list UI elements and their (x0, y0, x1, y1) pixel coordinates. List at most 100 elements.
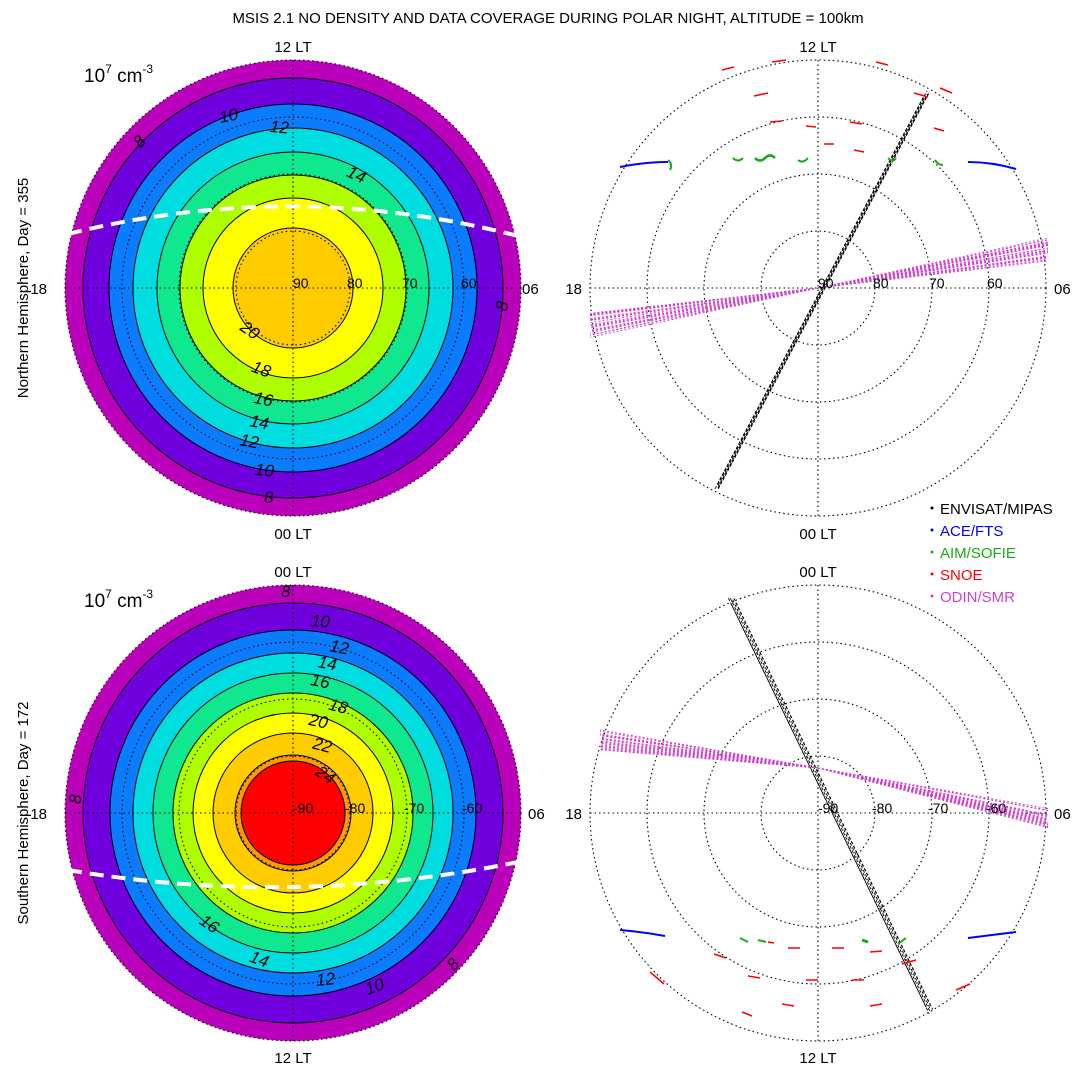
south-contour-lt-bottom: 12 LT (274, 1050, 311, 1067)
aim-sofie-point (861, 938, 869, 944)
contour-band (233, 228, 353, 348)
south-coverage-lat-80: -80 (872, 800, 892, 816)
north-contour-lat-80: 80 (347, 275, 363, 291)
south-contour-bands (65, 585, 521, 1041)
south-coverage-panel: 00 LT 12 LT 18 06 -90 -80 -70 -60 (565, 564, 1070, 1067)
orbit-track (817, 767, 1049, 825)
orbit-track (589, 287, 819, 327)
orbit-track (817, 237, 1049, 289)
orbit-track (817, 250, 1049, 289)
contour-label: 12 (328, 636, 350, 658)
orbit-track (732, 599, 932, 1010)
aim-sofie-point (739, 937, 749, 943)
orbit-track (729, 598, 931, 1013)
orbit-track (589, 287, 819, 329)
orbit-track (589, 287, 819, 326)
legend-item-odin: ODIN/SMR (930, 589, 1015, 606)
contour-label: 16 (309, 670, 332, 693)
orbit-track (589, 287, 819, 320)
north-unit-label: 107 cm-3 (84, 62, 153, 87)
legend-label: ACE/FTS (940, 523, 1003, 540)
north-contour-lt-right: 06 (522, 281, 539, 298)
contour-band (241, 761, 345, 865)
legend-label: SNOE (940, 567, 983, 584)
orbit-track (599, 749, 819, 769)
aim-sofie-point (667, 159, 673, 171)
north-coverage-lt-bottom: 00 LT (799, 526, 836, 543)
north-contour-lat-70: 70 (402, 275, 418, 291)
orbit-track (589, 287, 819, 321)
south-grid (64, 584, 522, 1042)
contour-label: 16 (252, 388, 275, 411)
snoe-point (849, 121, 863, 125)
contour-line (156, 151, 430, 425)
north-coverage-lat-70: 70 (929, 275, 945, 291)
north-grid (64, 59, 522, 517)
north-coverage-panel: 12 LT 00 LT 18 06 90 80 70 60 (565, 39, 1070, 543)
north-coverage-lat-60: 60 (987, 275, 1003, 291)
orbit-track (817, 247, 1049, 289)
contour-label: 12 (269, 117, 290, 138)
north-contour-lat-90: 90 (293, 275, 309, 291)
orbit-track (589, 287, 819, 322)
ace-fts-arc (967, 161, 1017, 170)
legend-marker (930, 572, 934, 576)
snoe-point (939, 87, 953, 94)
orbit-track (599, 731, 819, 769)
orbit-track (817, 767, 1049, 826)
orbit-track (599, 734, 819, 769)
snoe-point (805, 125, 817, 128)
south-contour-lat-60: -60 (462, 800, 482, 816)
contour-label: 20 (306, 710, 330, 733)
aim-sofie-point (887, 157, 897, 162)
south-coverage-lat-60: -60 (986, 800, 1006, 816)
snoe-point (955, 983, 971, 991)
orbit-track (599, 738, 819, 769)
orbit-track (817, 241, 1049, 289)
legend-label: ODIN/SMR (940, 589, 1015, 606)
orbit-track (589, 287, 819, 333)
south-terminator-line (67, 860, 519, 890)
contour-label: 10 (217, 104, 240, 127)
legend-item-ace: ACE/FTS (930, 523, 1003, 540)
legend-label: ENVISAT/MIPAS (940, 501, 1053, 518)
orbit-track (817, 767, 1049, 810)
aim-sofie-point (897, 937, 907, 945)
south-coverage-lat-70: -70 (928, 800, 948, 816)
orbit-track (717, 93, 930, 490)
contour-line (108, 103, 478, 473)
aim-sofie-point (754, 154, 776, 162)
orbit-track (817, 767, 1049, 823)
snoe-point (753, 92, 769, 97)
snoe-point (747, 975, 761, 979)
north-contour-panel: Northern Hemisphere, Day = 355 12 LT 00 … (15, 39, 539, 543)
orbit-track (817, 767, 1049, 821)
orbit-track (589, 287, 819, 336)
legend-item-snoe: SNOE (930, 567, 983, 584)
contour-line (152, 672, 434, 954)
north-coverage-lt-left: 18 (565, 281, 582, 298)
orbit-track (817, 767, 1049, 828)
snoe-point (875, 61, 889, 66)
orbit-track (817, 244, 1049, 289)
latitude-circle (646, 641, 990, 985)
orbit-track (817, 767, 1049, 826)
south-coverage-lt-top: 00 LT (799, 564, 836, 581)
orbit-track (817, 239, 1049, 289)
orbit-track (731, 604, 927, 1008)
contour-label: 14 (248, 411, 270, 433)
orbit-track (727, 598, 930, 1015)
contour-label: 12 (315, 969, 336, 990)
snoe-point (771, 59, 787, 63)
north-coverage-lat-90: 90 (818, 275, 834, 291)
latitude-circle (121, 641, 465, 985)
ace-fts-arc (619, 161, 669, 168)
orbit-track (589, 287, 819, 321)
north-coverage-lat-80: 80 (873, 275, 889, 291)
north-coverage-data (589, 59, 1049, 490)
aim-sofie-point (797, 157, 809, 163)
legend-marker (930, 528, 934, 532)
north-hemisphere-label: Northern Hemisphere, Day = 355 (15, 178, 32, 399)
orbit-track (735, 602, 931, 1006)
